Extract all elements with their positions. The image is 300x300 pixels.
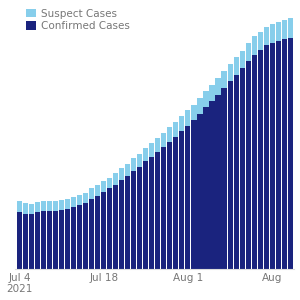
Bar bbox=[288, 18, 293, 38]
Bar bbox=[143, 161, 148, 269]
Bar bbox=[197, 114, 202, 269]
Bar bbox=[143, 148, 148, 161]
Bar bbox=[233, 57, 238, 75]
Bar bbox=[203, 107, 208, 269]
Bar bbox=[179, 116, 184, 131]
Bar bbox=[191, 120, 196, 269]
Bar bbox=[23, 214, 28, 269]
Bar bbox=[107, 188, 112, 269]
Bar bbox=[137, 167, 142, 269]
Bar bbox=[83, 203, 88, 269]
Bar bbox=[282, 20, 287, 39]
Bar bbox=[246, 61, 251, 269]
Bar bbox=[258, 32, 263, 50]
Bar bbox=[125, 164, 130, 176]
Bar bbox=[264, 27, 269, 45]
Bar bbox=[197, 98, 202, 114]
Bar bbox=[258, 50, 263, 269]
Bar bbox=[209, 101, 214, 269]
Bar bbox=[77, 205, 82, 269]
Bar bbox=[101, 181, 106, 192]
Bar bbox=[149, 143, 154, 157]
Bar bbox=[131, 171, 136, 269]
Bar bbox=[179, 131, 184, 269]
Bar bbox=[191, 105, 196, 120]
Bar bbox=[252, 36, 257, 55]
Bar bbox=[113, 173, 118, 185]
Bar bbox=[35, 202, 40, 212]
Bar bbox=[155, 152, 160, 269]
Bar bbox=[137, 154, 142, 167]
Bar bbox=[270, 25, 275, 43]
Bar bbox=[59, 210, 64, 269]
Bar bbox=[270, 43, 275, 269]
Bar bbox=[167, 142, 172, 269]
Bar bbox=[276, 22, 281, 41]
Bar bbox=[107, 178, 112, 188]
Bar bbox=[161, 147, 166, 269]
Bar bbox=[131, 158, 136, 171]
Bar bbox=[221, 88, 226, 269]
Bar bbox=[185, 126, 190, 269]
Bar bbox=[47, 211, 52, 269]
Bar bbox=[89, 188, 94, 200]
Bar bbox=[29, 204, 34, 214]
Bar bbox=[17, 212, 22, 269]
Bar bbox=[113, 185, 118, 269]
Bar bbox=[71, 207, 76, 269]
Bar bbox=[155, 138, 160, 152]
Bar bbox=[264, 45, 269, 269]
Bar bbox=[101, 192, 106, 269]
Bar bbox=[59, 200, 64, 210]
Bar bbox=[17, 201, 22, 212]
Bar bbox=[276, 41, 281, 269]
Bar bbox=[77, 195, 82, 205]
Bar bbox=[239, 51, 245, 68]
Bar bbox=[203, 91, 208, 107]
Bar bbox=[173, 136, 178, 269]
Bar bbox=[173, 122, 178, 136]
Legend: Suspect Cases, Confirmed Cases: Suspect Cases, Confirmed Cases bbox=[23, 5, 133, 34]
Bar bbox=[119, 180, 124, 269]
Bar bbox=[47, 201, 52, 211]
Bar bbox=[65, 199, 70, 208]
Bar bbox=[221, 71, 226, 88]
Bar bbox=[89, 200, 94, 269]
Bar bbox=[83, 193, 88, 203]
Bar bbox=[65, 208, 70, 269]
Bar bbox=[125, 176, 130, 269]
Bar bbox=[185, 110, 190, 126]
Bar bbox=[161, 133, 166, 147]
Bar bbox=[41, 211, 46, 269]
Bar bbox=[167, 128, 172, 142]
Bar bbox=[239, 68, 245, 269]
Bar bbox=[215, 78, 220, 94]
Bar bbox=[71, 197, 76, 207]
Bar bbox=[209, 85, 214, 101]
Bar bbox=[227, 64, 232, 81]
Bar bbox=[41, 201, 46, 211]
Bar bbox=[23, 203, 28, 214]
Bar bbox=[282, 39, 287, 269]
Bar bbox=[35, 212, 40, 269]
Bar bbox=[29, 214, 34, 269]
Bar bbox=[246, 43, 251, 61]
Bar bbox=[53, 201, 58, 211]
Bar bbox=[233, 75, 238, 269]
Bar bbox=[149, 157, 154, 269]
Bar bbox=[95, 185, 100, 196]
Bar bbox=[119, 168, 124, 180]
Bar bbox=[95, 196, 100, 269]
Bar bbox=[288, 38, 293, 269]
Bar bbox=[227, 81, 232, 269]
Bar bbox=[215, 94, 220, 269]
Bar bbox=[53, 211, 58, 269]
Bar bbox=[252, 55, 257, 269]
